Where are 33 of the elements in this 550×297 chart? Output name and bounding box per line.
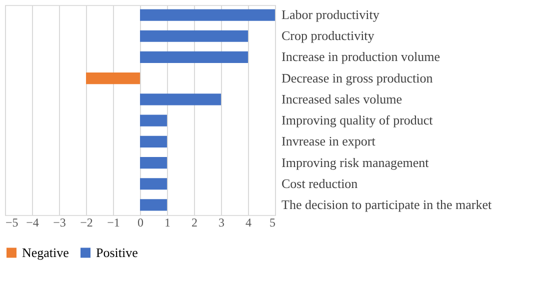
bar xyxy=(140,9,275,21)
x-tick-label: 4 xyxy=(246,216,252,230)
bar xyxy=(140,94,221,106)
x-tick-label: −4 xyxy=(26,216,39,230)
y-tick-label: Crop productivity xyxy=(282,28,375,44)
x-tick-label: −1 xyxy=(107,216,120,230)
x-tick-label: 0 xyxy=(138,216,144,230)
bar xyxy=(140,51,248,64)
bar xyxy=(140,30,248,42)
legend-label: Negative xyxy=(22,244,70,260)
bar xyxy=(140,178,167,190)
x-tick-label: 2 xyxy=(192,216,198,230)
bar xyxy=(140,136,167,148)
x-tick-label: 1 xyxy=(164,216,170,230)
y-tick-label: The decision to participate in the market xyxy=(282,196,492,212)
x-tick-label: 3 xyxy=(218,216,224,230)
y-tick-label: Labor productivity xyxy=(282,7,380,22)
y-tick-label: Improving risk management xyxy=(282,154,430,170)
bar xyxy=(140,156,167,169)
x-tick-label: −2 xyxy=(80,216,93,230)
x-tick-label: −5 xyxy=(6,216,18,230)
y-tick-label: Invrease in export xyxy=(282,134,376,149)
bar xyxy=(86,72,140,84)
x-tick-label: −3 xyxy=(53,216,66,230)
bar xyxy=(140,199,167,211)
x-tick-label: 5 xyxy=(270,216,276,230)
y-tick-label: Increase in production volume xyxy=(282,49,440,64)
y-tick-label: Decrease in gross production xyxy=(282,70,434,86)
y-tick-label: Improving quality of product xyxy=(282,112,434,128)
y-tick-label: Increased sales volume xyxy=(282,91,402,106)
legend-label: Positive xyxy=(96,244,138,260)
y-tick-label: Cost reduction xyxy=(282,176,358,191)
bar xyxy=(140,114,167,126)
